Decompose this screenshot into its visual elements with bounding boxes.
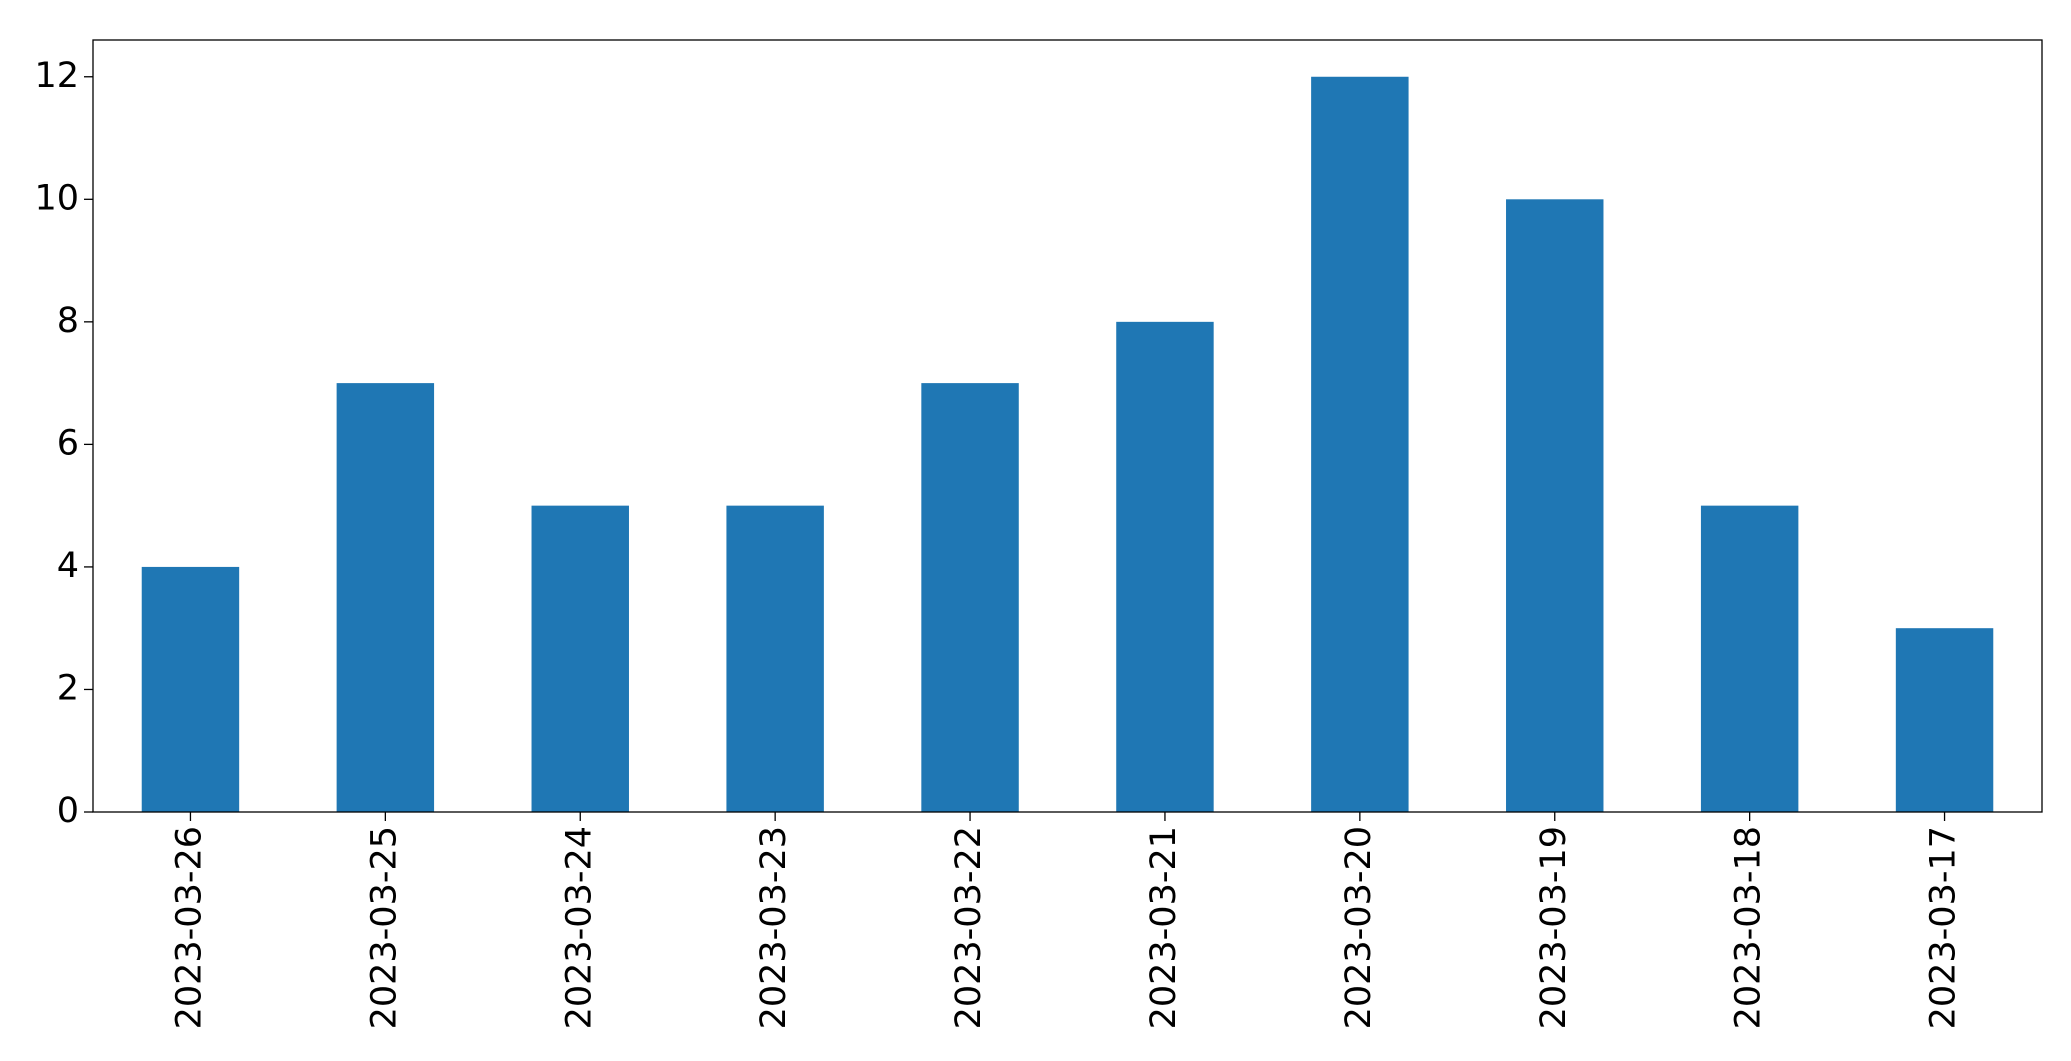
x-tick-label: 2023-03-21 [1144, 826, 1184, 1029]
bar [531, 505, 629, 812]
y-tick-label: 10 [34, 178, 79, 218]
bar [921, 383, 1019, 812]
x-tick-label: 2023-03-25 [364, 826, 404, 1029]
bar [141, 566, 240, 812]
y-tick-label: 8 [57, 301, 79, 341]
x-tick-label: 2023-03-17 [1924, 826, 1964, 1029]
y-tick-label: 4 [57, 546, 79, 586]
x-tick-label: 2023-03-19 [1534, 826, 1574, 1029]
x-tick-label: 2023-03-22 [949, 826, 989, 1029]
plot-frame [92, 39, 2043, 813]
bar [1700, 505, 1799, 812]
x-tick-label: 2023-03-18 [1729, 826, 1769, 1029]
bar [1895, 628, 1994, 812]
y-tick-label: 12 [34, 56, 79, 96]
bar [1506, 199, 1604, 813]
bar [336, 383, 435, 812]
x-tick-label: 2023-03-20 [1339, 826, 1379, 1029]
x-tick-label: 2023-03-24 [559, 826, 599, 1029]
bar [726, 505, 824, 812]
y-tick-label: 2 [57, 668, 79, 708]
y-tick-label: 0 [57, 791, 79, 831]
y-tick-label: 6 [57, 423, 79, 463]
x-tick-label: 2023-03-23 [754, 826, 794, 1029]
bar [1116, 321, 1214, 812]
bar [1311, 76, 1409, 812]
x-tick-label: 2023-03-26 [169, 826, 209, 1029]
